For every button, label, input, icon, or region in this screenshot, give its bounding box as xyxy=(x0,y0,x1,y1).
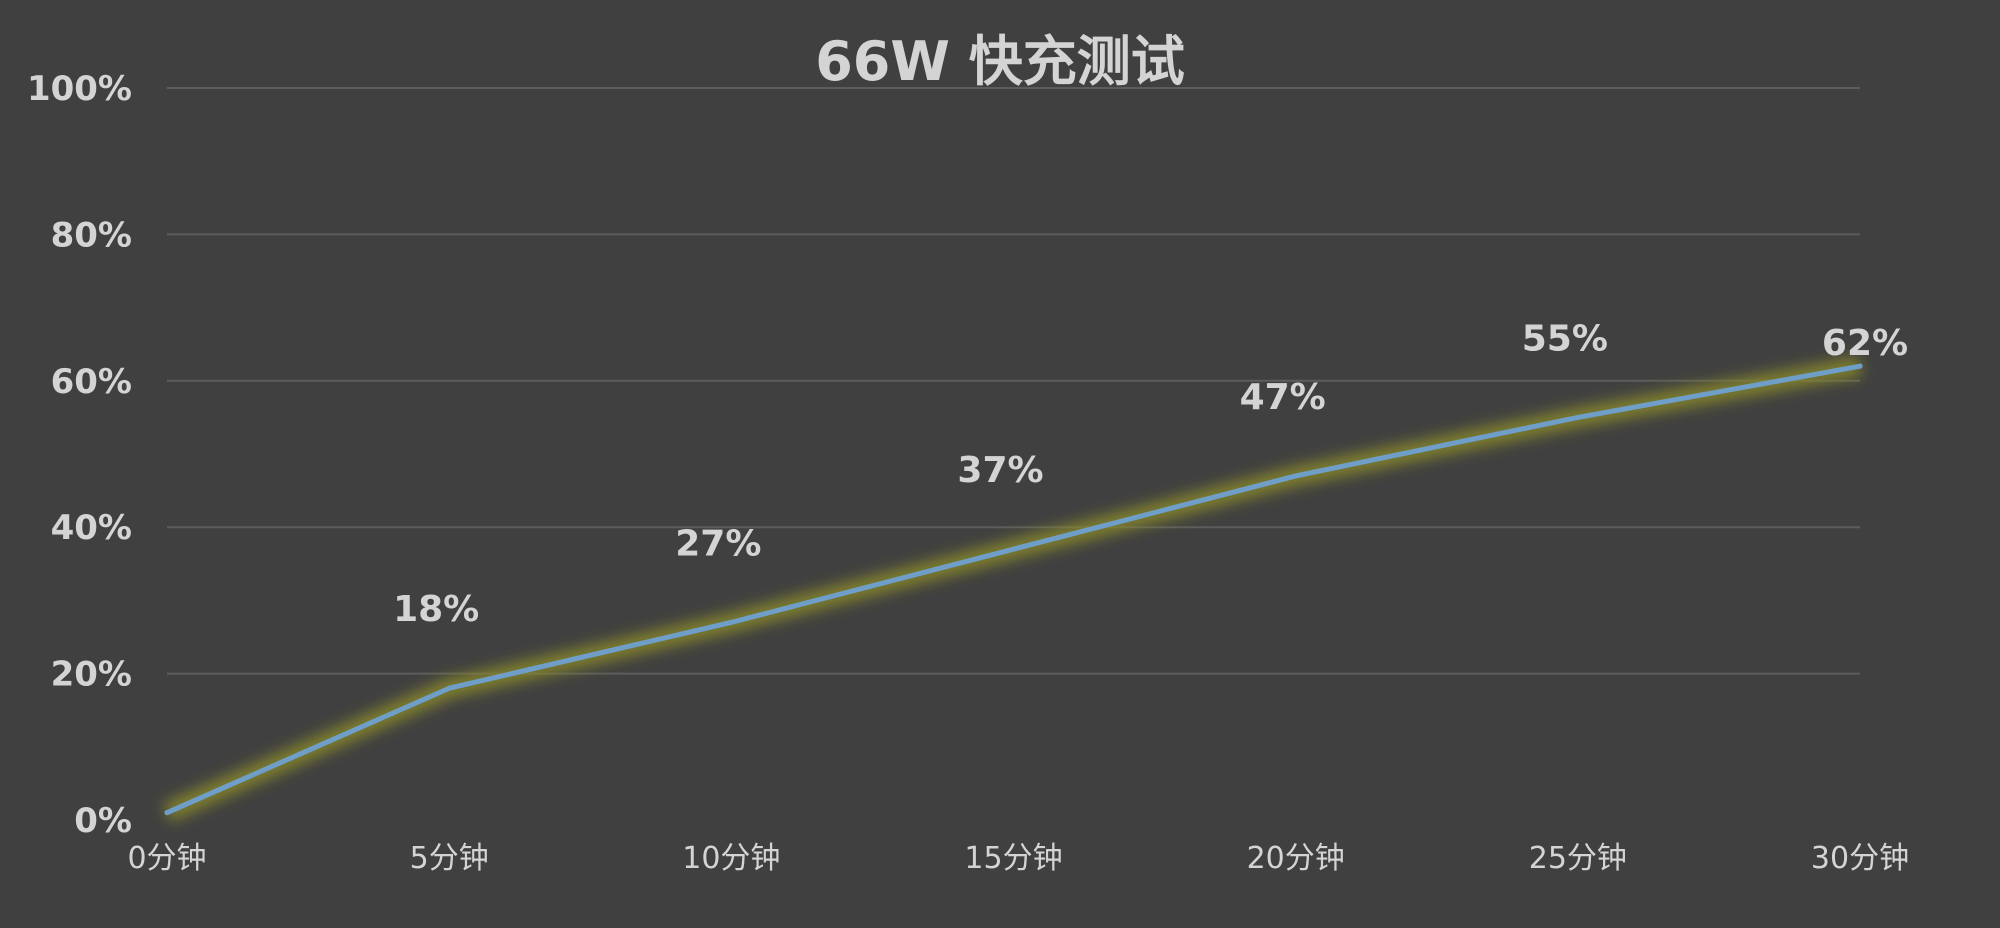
y-tick-label: 80% xyxy=(51,215,132,255)
data-point xyxy=(446,685,452,691)
data-point xyxy=(1293,473,1299,479)
data-point xyxy=(1857,363,1863,369)
data-label: 47% xyxy=(1240,377,1326,418)
data-labels: 18% 27% 37% 47% 55% 62% xyxy=(393,318,1908,630)
x-tick-label: 10分钟 xyxy=(682,841,780,876)
x-tick-label: 15分钟 xyxy=(964,841,1062,876)
data-point xyxy=(164,810,170,816)
x-axis-tick-labels: 0分钟 5分钟 10分钟 15分钟 20分钟 25分钟 30分钟 xyxy=(127,841,1909,876)
data-point xyxy=(1011,546,1016,552)
y-tick-label: 100% xyxy=(27,69,132,109)
data-point xyxy=(1575,414,1581,420)
y-axis-tick-labels: 0% 20% 40% 60% 80% 100% xyxy=(27,69,132,841)
y-tick-label: 60% xyxy=(51,362,132,402)
x-tick-label: 20分钟 xyxy=(1247,841,1345,876)
y-tick-label: 20% xyxy=(51,655,132,695)
data-label: 55% xyxy=(1522,318,1608,359)
data-point xyxy=(728,619,734,625)
y-tick-label: 40% xyxy=(51,508,132,548)
x-tick-label: 0分钟 xyxy=(127,841,206,876)
y-tick-label: 0% xyxy=(74,801,132,841)
series-layer xyxy=(162,356,1863,822)
data-label: 62% xyxy=(1822,323,1908,364)
x-tick-label: 25分钟 xyxy=(1529,841,1627,876)
data-label: 27% xyxy=(675,523,761,564)
x-tick-label: 5分钟 xyxy=(410,841,489,876)
data-label: 37% xyxy=(957,450,1043,491)
data-label: 18% xyxy=(393,589,479,630)
chart-title: 66W 快充测试 xyxy=(815,30,1185,93)
gridlines xyxy=(167,87,1860,675)
x-tick-label: 30分钟 xyxy=(1811,841,1909,876)
